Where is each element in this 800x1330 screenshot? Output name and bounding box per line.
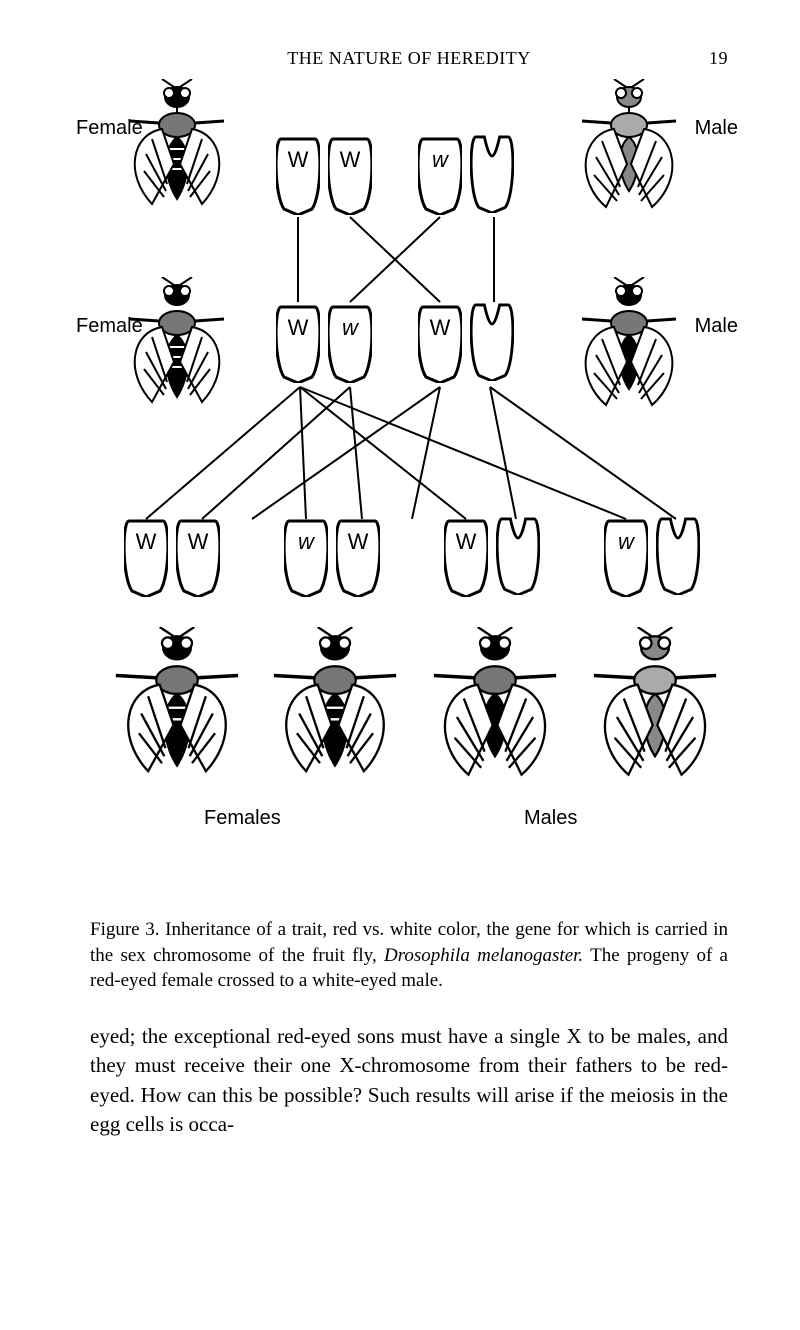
allele-label: w [432, 147, 448, 173]
chrom-p-m2-y [470, 135, 514, 213]
group-label-males: Males [524, 807, 577, 830]
chrom-f2-2: W [176, 519, 220, 597]
allele-label: W [430, 315, 451, 341]
allele-label: W [288, 147, 309, 173]
chrom-p-m1: w [418, 137, 462, 215]
page-header: THE NATURE OF HEREDITY 19 [90, 48, 728, 69]
chrom-f2-5: W [444, 519, 488, 597]
allele-label: w [342, 315, 358, 341]
fly-male-f1 [574, 277, 684, 407]
fly-f2-female-1 [112, 627, 242, 777]
chrom-f1-m1: W [418, 305, 462, 383]
label-male-p: Male [695, 117, 738, 140]
label-male-f1: Male [695, 315, 738, 338]
allele-label: W [188, 529, 209, 555]
chrom-f2-3: w [284, 519, 328, 597]
fly-male-parent [574, 79, 684, 209]
fly-female-parent [122, 79, 232, 209]
figure-3-diagram: Female W W w Male [94, 87, 724, 897]
chrom-f2-1: W [124, 519, 168, 597]
fly-f2-male-2 [590, 627, 720, 777]
caption-species: Drosophila melanogaster. [384, 945, 583, 966]
allele-label: W [136, 529, 157, 555]
allele-label: W [456, 529, 477, 555]
fly-f2-female-2 [270, 627, 400, 777]
figure-caption: Figure 3. Inheritance of a trait, red vs… [90, 917, 728, 994]
running-title: THE NATURE OF HEREDITY [130, 48, 688, 69]
chrom-f1-f1: W [276, 305, 320, 383]
fly-female-f1 [122, 277, 232, 407]
chrom-f1-f2: w [328, 305, 372, 383]
chrom-f2-8-y [656, 517, 700, 595]
allele-label: w [618, 529, 634, 555]
body-paragraph: eyed; the exceptional red-eyed sons must… [90, 1022, 728, 1140]
chrom-p-f2: W [328, 137, 372, 215]
group-label-females: Females [204, 807, 281, 830]
chrom-f2-7: w [604, 519, 648, 597]
chrom-f2-6-y [496, 517, 540, 595]
allele-label: W [288, 315, 309, 341]
page-number: 19 [688, 48, 728, 69]
fly-f2-male-1 [430, 627, 560, 777]
allele-label: w [298, 529, 314, 555]
chrom-f1-m2-y [470, 303, 514, 381]
chrom-f2-4: W [336, 519, 380, 597]
allele-label: W [348, 529, 369, 555]
caption-prefix: Figure 3. [90, 919, 165, 940]
allele-label: W [340, 147, 361, 173]
chrom-p-f1: W [276, 137, 320, 215]
